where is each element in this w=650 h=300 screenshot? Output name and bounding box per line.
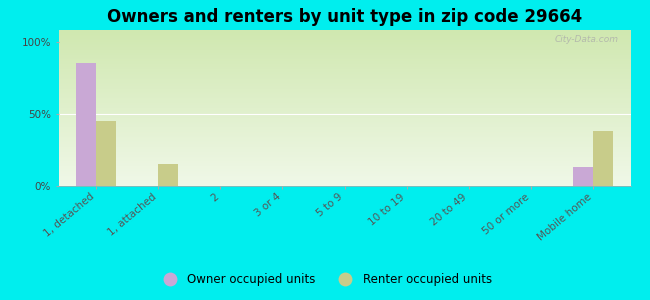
Title: Owners and renters by unit type in zip code 29664: Owners and renters by unit type in zip c… (107, 8, 582, 26)
Bar (593, 131, 613, 186)
Text: City-Data.com: City-Data.com (555, 35, 619, 44)
Bar (96, 121, 116, 186)
Legend: Owner occupied units, Renter occupied units: Owner occupied units, Renter occupied un… (153, 269, 497, 291)
Bar (158, 164, 178, 186)
Bar (573, 167, 593, 186)
Bar (76, 63, 96, 186)
